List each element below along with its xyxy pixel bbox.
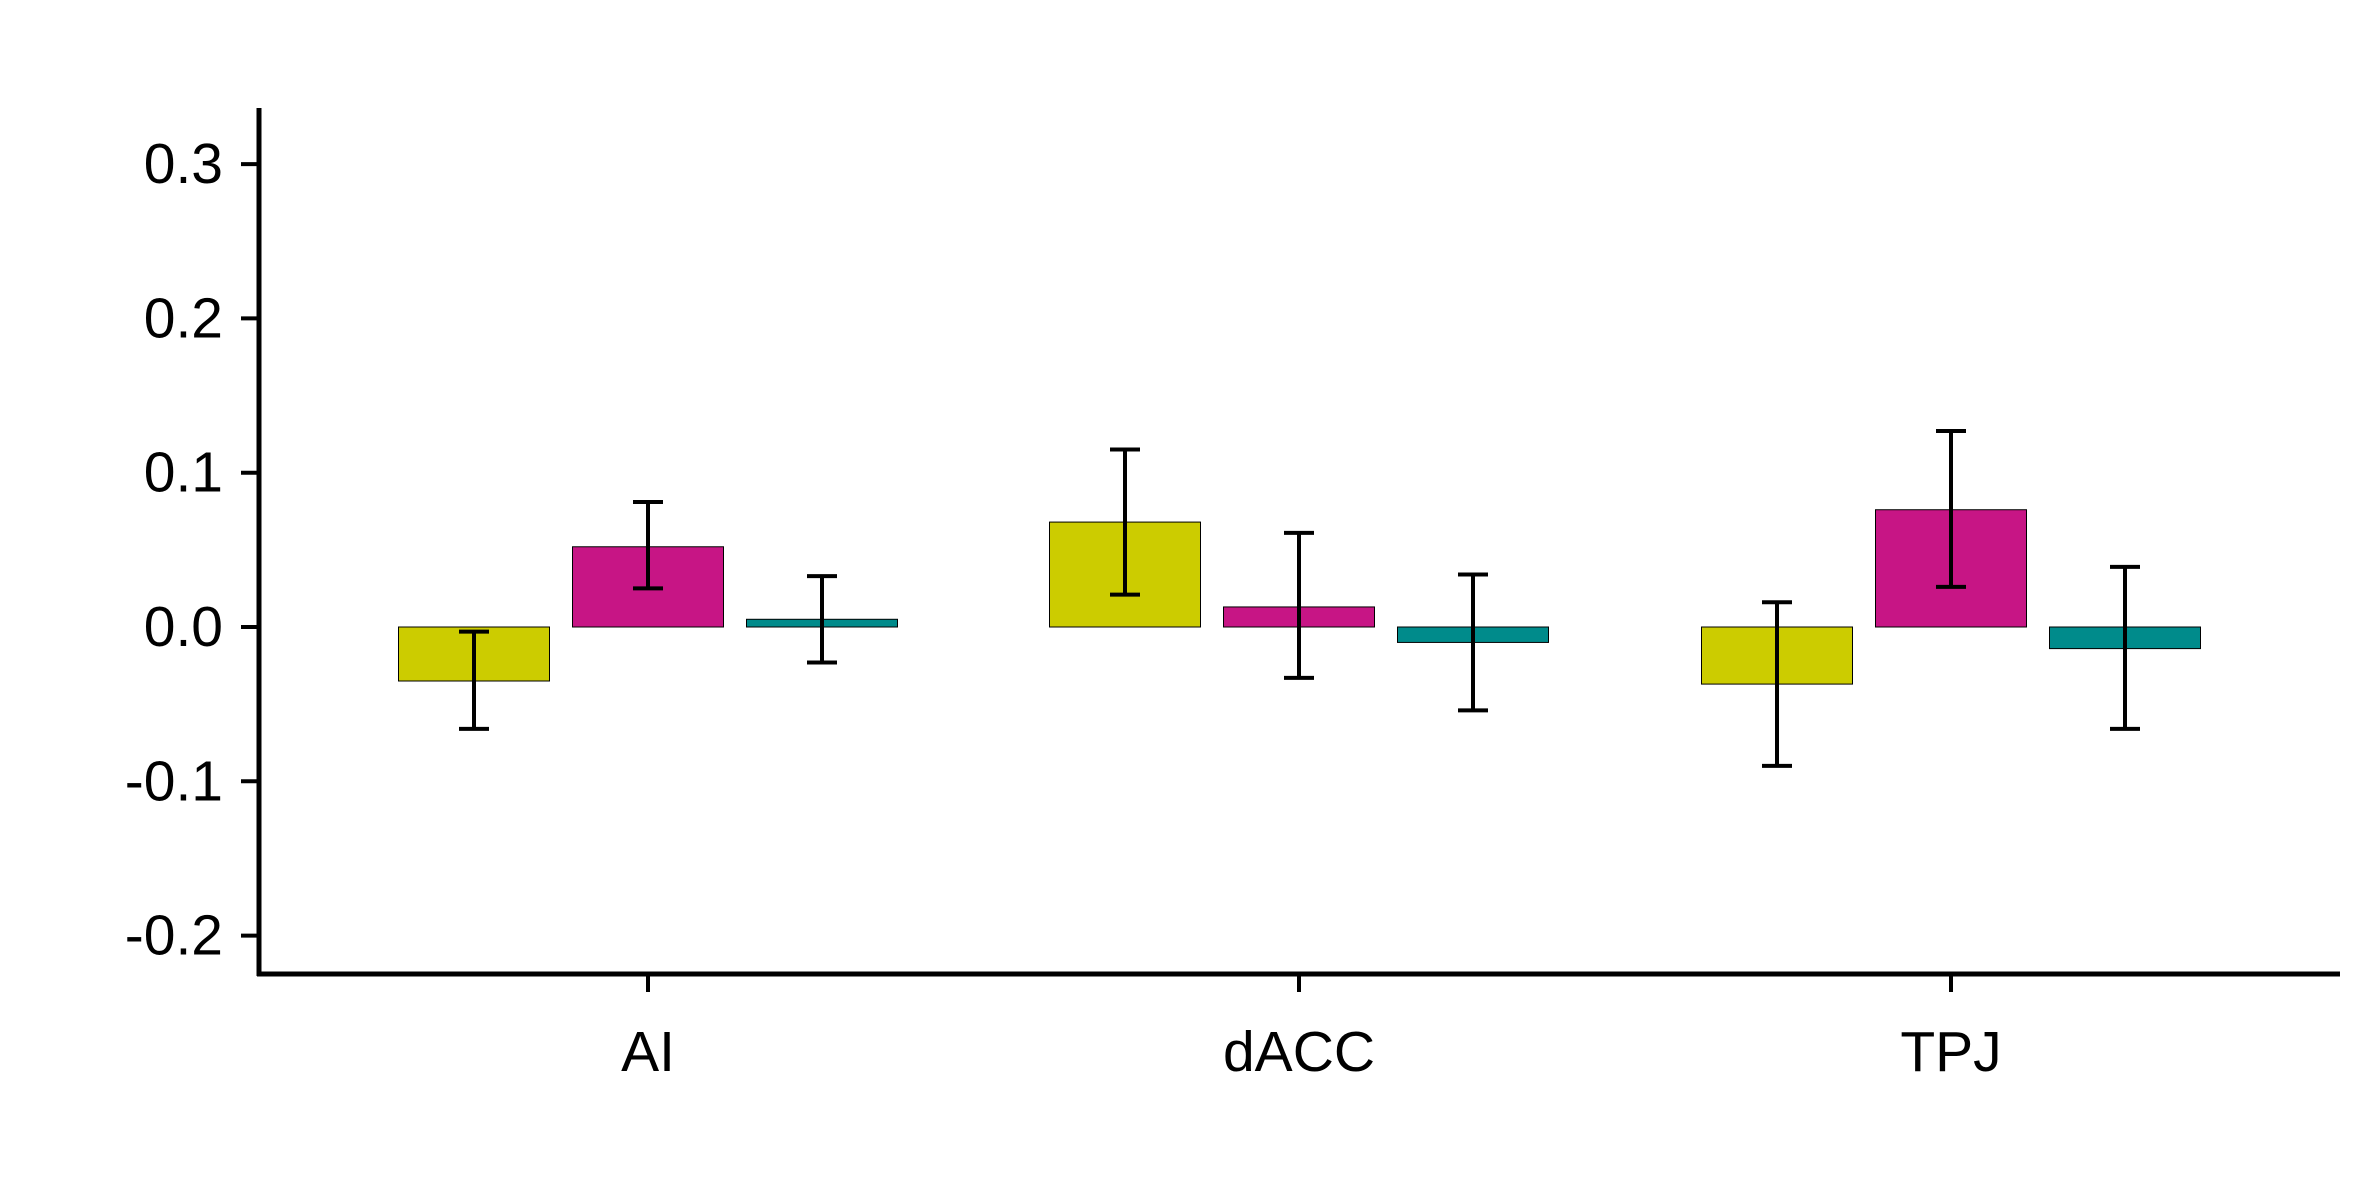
x-tick-label-AI: AI bbox=[621, 1020, 675, 1084]
error-bar-dACC-series-3 bbox=[1458, 572, 1488, 713]
error-bars-layer bbox=[459, 429, 2140, 768]
error-bar-dACC-series-1 bbox=[1110, 447, 1140, 597]
y-tick-label: 0.2 bbox=[144, 286, 223, 350]
error-bar-TPJ-series-2 bbox=[1936, 429, 1966, 589]
y-tick-label: -0.2 bbox=[125, 904, 223, 968]
error-bar-AI-series-1 bbox=[459, 629, 489, 731]
error-bar-TPJ-series-1 bbox=[1762, 600, 1792, 768]
y-tick-label: 0.1 bbox=[144, 441, 223, 505]
x-tick-label-dACC: dACC bbox=[1223, 1020, 1375, 1084]
error-bar-TPJ-series-3 bbox=[2110, 564, 2140, 731]
y-tick-label: -0.1 bbox=[125, 749, 223, 813]
x-tick-label-TPJ: TPJ bbox=[1900, 1020, 2001, 1084]
y-tick-label: 0.0 bbox=[144, 595, 223, 659]
axes-layer: -0.2 -0.1 0.0 0.1 0.2 0.3 AI dACC TPJ bbox=[125, 108, 2340, 1084]
error-bar-AI-series-3 bbox=[807, 574, 837, 665]
y-tick-label: 0.3 bbox=[144, 132, 223, 196]
error-bar-dACC-series-2 bbox=[1284, 530, 1314, 680]
error-bar-AI-series-2 bbox=[633, 500, 663, 591]
